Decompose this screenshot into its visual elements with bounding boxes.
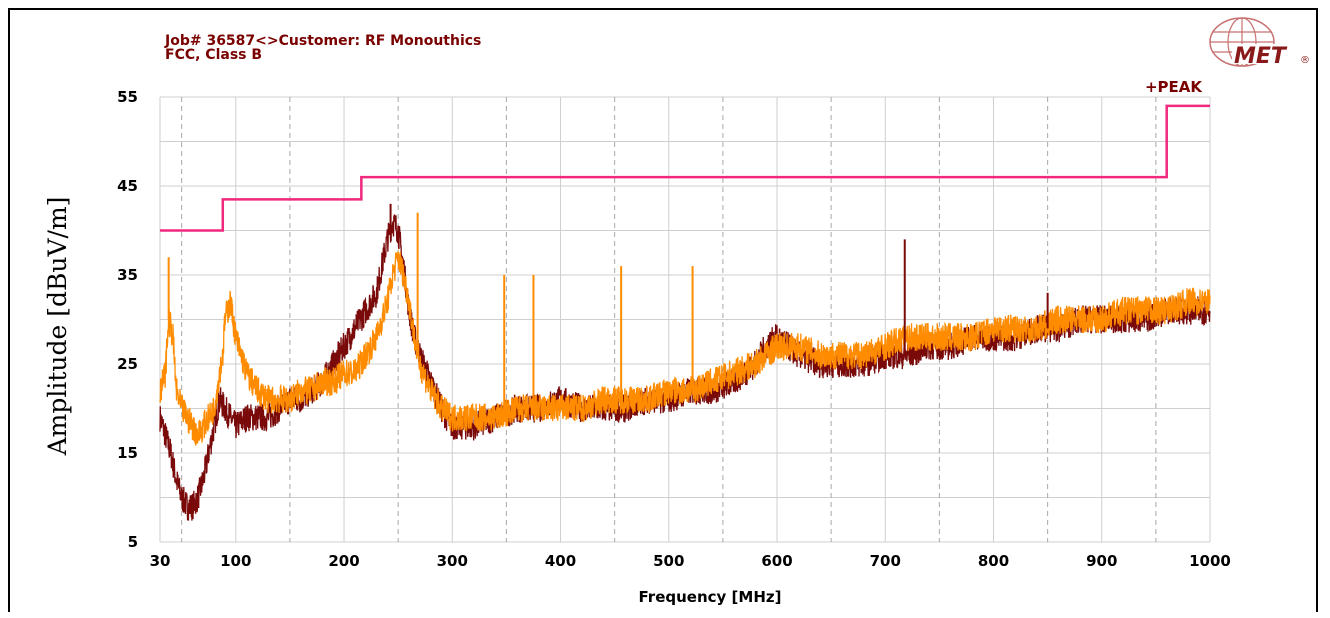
x-tick-label: 500 (653, 552, 684, 570)
chart-frame (8, 8, 1318, 612)
globe-logo-icon: MET ® (1209, 17, 1310, 69)
chart-header: Job# 36587<>Customer: RF Monouthics FCC,… (165, 34, 481, 62)
x-axis-label: Frequency [MHz] (639, 588, 782, 606)
y-tick-label: 55 (117, 88, 138, 106)
x-tick-label: 600 (761, 552, 792, 570)
y-tick-label: 25 (117, 355, 138, 373)
axes-layer: 5 15 25 35 45 55 30 100 200 300 400 500 600 700 800 900… (117, 88, 1231, 570)
x-tick-label: 300 (437, 552, 468, 570)
x-tick-label: 800 (978, 552, 1009, 570)
y-tick-label: 35 (117, 266, 138, 284)
x-tick-label: 700 (870, 552, 901, 570)
grid (159, 96, 1211, 543)
logo-text: MET (1234, 44, 1288, 69)
series-line-2 (159, 251, 1211, 446)
x-tick-label: 200 (328, 552, 359, 570)
job-customer-title: Job# 36587<>Customer: RF Monouthics (165, 33, 482, 49)
x-tick-label: 400 (545, 552, 576, 570)
x-tick-label: 1000 (1189, 552, 1231, 570)
y-axis-label: Amplitude [dBuV/m] (43, 197, 72, 457)
series-line-1 (159, 214, 1211, 521)
y-tick-label: 5 (128, 533, 138, 551)
standard-class-subtitle: FCC, Class B (165, 47, 263, 63)
x-tick-label: 900 (1086, 552, 1117, 570)
y-tick-label: 45 (117, 177, 138, 195)
x-tick-label: 100 (220, 552, 251, 570)
logo-registered: ® (1300, 55, 1310, 66)
series-layer (159, 203, 1211, 521)
limit-layer (160, 104, 1210, 232)
y-tick-label: 15 (117, 444, 138, 462)
x-tick-label: 30 (150, 552, 171, 570)
legend-peak-label: +PEAK (1145, 78, 1203, 96)
limit-line-peak (160, 104, 1210, 232)
